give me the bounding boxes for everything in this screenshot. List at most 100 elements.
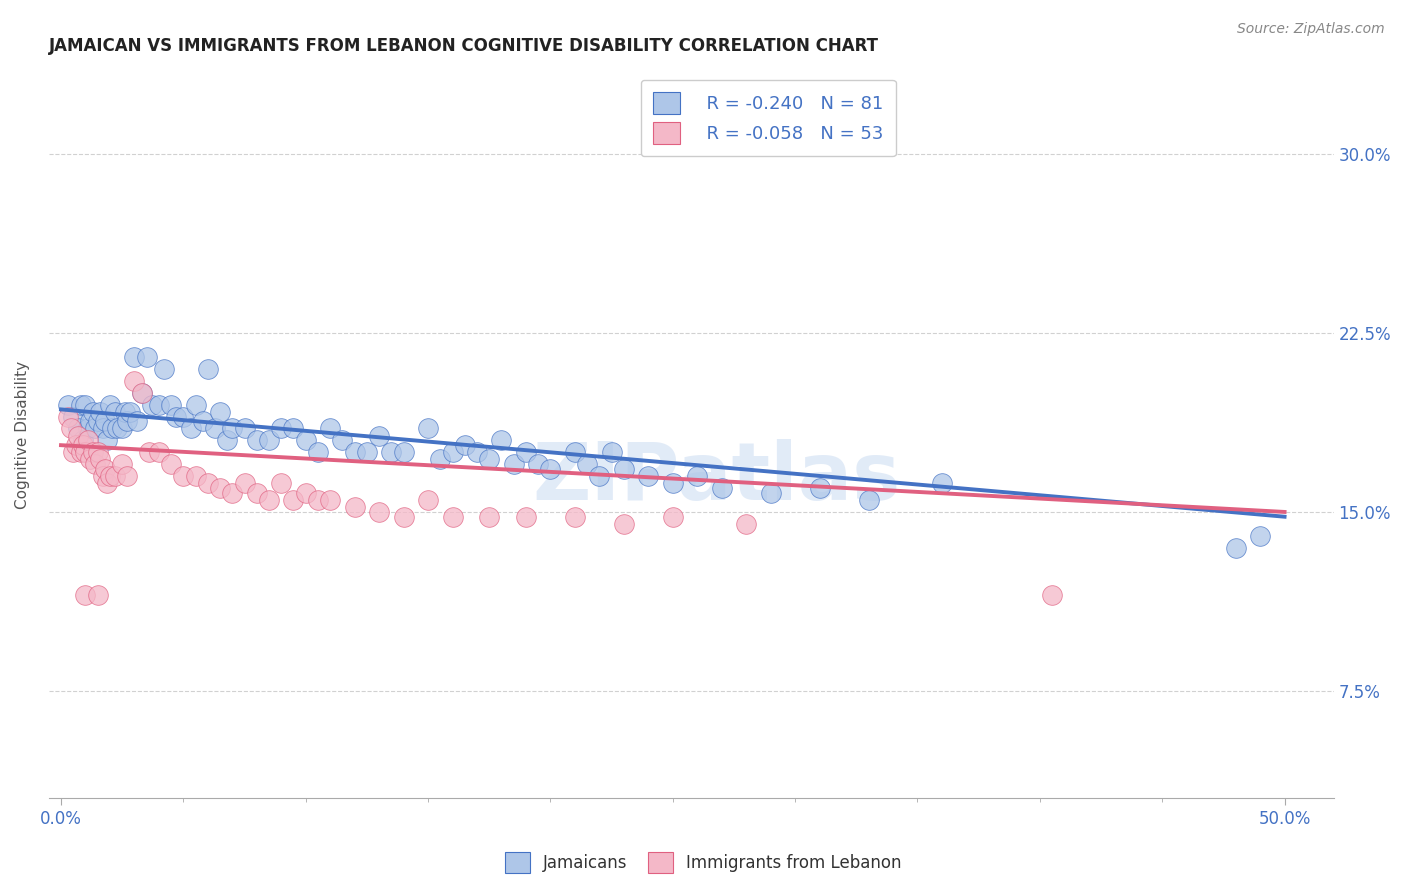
Point <box>65 438 87 452</box>
Point <box>148 398 170 412</box>
Point <box>172 469 194 483</box>
Point <box>1249 529 1271 543</box>
Point <box>111 457 134 471</box>
Point <box>307 445 329 459</box>
Point <box>576 457 599 471</box>
Point <box>84 457 107 471</box>
Point <box>91 421 114 435</box>
Point <box>538 462 561 476</box>
Point <box>82 445 104 459</box>
Point <box>392 509 415 524</box>
Point <box>564 445 586 459</box>
Point <box>502 457 524 471</box>
Point <box>294 434 316 448</box>
Point <box>104 405 127 419</box>
Point <box>131 385 153 400</box>
Point <box>197 476 219 491</box>
Text: ZIPatlas: ZIPatlas <box>533 439 901 517</box>
Point <box>86 589 108 603</box>
Point <box>135 350 157 364</box>
Point <box>319 421 342 435</box>
Point <box>343 445 366 459</box>
Point <box>172 409 194 424</box>
Point <box>89 405 111 419</box>
Point <box>131 385 153 400</box>
Point <box>221 486 243 500</box>
Point <box>165 409 187 424</box>
Point <box>62 445 84 459</box>
Text: JAMAICAN VS IMMIGRANTS FROM LEBANON COGNITIVE DISABILITY CORRELATION CHART: JAMAICAN VS IMMIGRANTS FROM LEBANON COGN… <box>49 37 879 55</box>
Point <box>710 481 733 495</box>
Point <box>75 589 97 603</box>
Point <box>75 445 97 459</box>
Point <box>343 500 366 515</box>
Point <box>114 405 136 419</box>
Legend:   R = -0.240   N = 81,   R = -0.058   N = 53: R = -0.240 N = 81, R = -0.058 N = 53 <box>641 79 896 156</box>
Point <box>209 481 232 495</box>
Text: Source: ZipAtlas.com: Source: ZipAtlas.com <box>1237 22 1385 37</box>
Point <box>197 362 219 376</box>
Point <box>380 445 402 459</box>
Point <box>478 452 501 467</box>
Point <box>283 493 305 508</box>
Point <box>1225 541 1247 555</box>
Point <box>180 421 202 435</box>
Point <box>686 469 709 483</box>
Point <box>62 409 84 424</box>
Point <box>564 509 586 524</box>
Point <box>441 509 464 524</box>
Point <box>588 469 610 483</box>
Point <box>184 398 207 412</box>
Point <box>98 469 121 483</box>
Legend: Jamaicans, Immigrants from Lebanon: Jamaicans, Immigrants from Lebanon <box>498 846 908 880</box>
Point <box>118 405 141 419</box>
Point <box>454 438 477 452</box>
Point <box>152 362 174 376</box>
Point <box>111 421 134 435</box>
Point <box>283 421 305 435</box>
Point <box>79 452 101 467</box>
Point <box>478 509 501 524</box>
Point <box>67 421 90 435</box>
Point <box>257 493 280 508</box>
Point <box>613 462 636 476</box>
Point <box>233 421 256 435</box>
Point <box>69 445 91 459</box>
Point <box>246 486 269 500</box>
Point <box>429 452 451 467</box>
Point <box>94 462 117 476</box>
Point <box>294 486 316 500</box>
Point <box>191 414 214 428</box>
Point <box>72 438 94 452</box>
Point <box>1040 589 1063 603</box>
Point <box>808 481 831 495</box>
Point <box>115 414 138 428</box>
Point <box>77 434 100 448</box>
Point <box>86 414 108 428</box>
Point <box>204 421 226 435</box>
Point <box>209 405 232 419</box>
Point <box>105 421 128 435</box>
Point <box>662 509 685 524</box>
Point <box>759 486 782 500</box>
Point <box>91 469 114 483</box>
Point <box>98 398 121 412</box>
Point <box>69 398 91 412</box>
Point <box>72 434 94 448</box>
Point <box>662 476 685 491</box>
Point <box>319 493 342 508</box>
Point <box>124 350 146 364</box>
Y-axis label: Cognitive Disability: Cognitive Disability <box>15 360 30 508</box>
Point <box>233 476 256 491</box>
Point <box>356 445 378 459</box>
Point <box>160 398 183 412</box>
Point <box>89 452 111 467</box>
Point <box>368 505 391 519</box>
Point <box>77 421 100 435</box>
Point <box>58 398 80 412</box>
Point <box>138 445 160 459</box>
Point <box>931 476 953 491</box>
Point <box>75 398 97 412</box>
Point <box>96 476 118 491</box>
Point <box>160 457 183 471</box>
